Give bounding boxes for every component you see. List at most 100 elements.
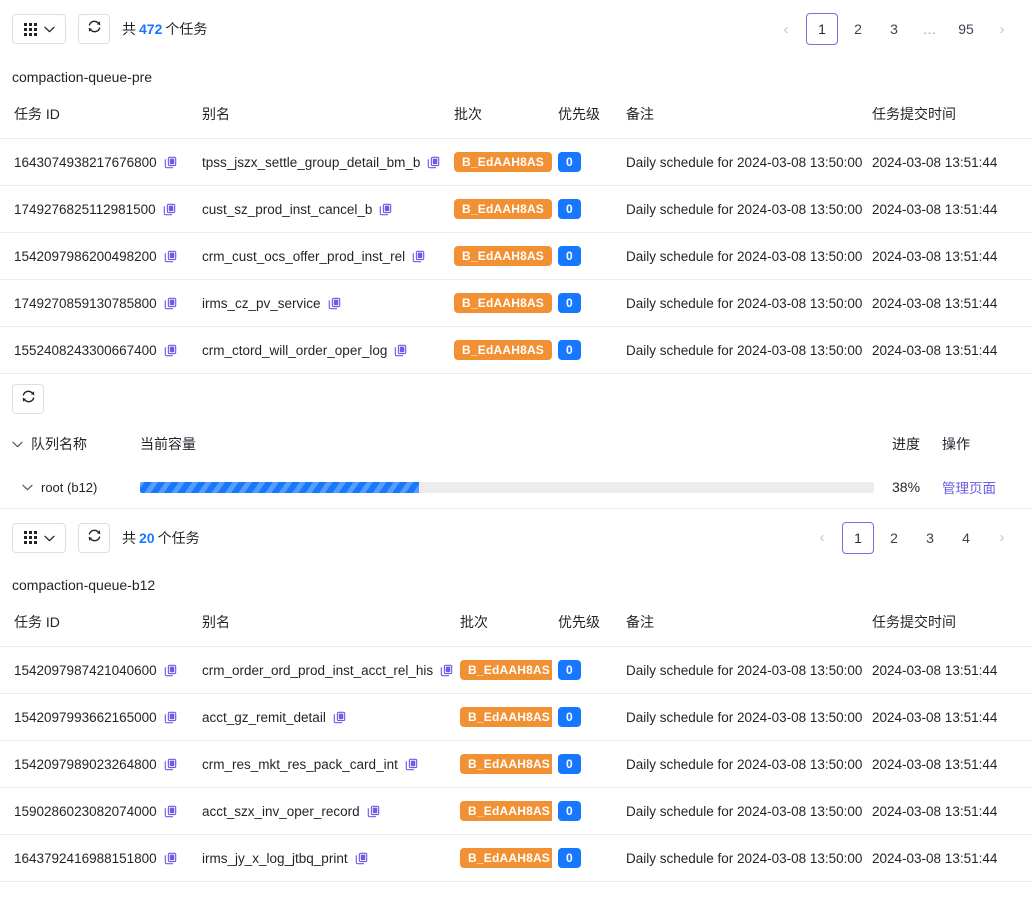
priority-badge: 0 [558,293,581,313]
cell-priority: 0 [552,138,620,186]
cell-priority: 0 [552,279,620,327]
alias-text: irms_jy_x_log_jtbq_print [202,850,348,866]
pagination-page-2-bottom[interactable]: 2 [890,529,898,546]
table-header-row-top: 任务 ID 别名 批次 优先级 备注 任务提交时间 [0,96,1032,139]
cell-alias: cust_sz_prod_inst_cancel_b [196,185,448,233]
queue-toolbar [0,374,1032,422]
refresh-icon [87,528,102,548]
copy-icon[interactable] [412,250,425,263]
column-batch: 批次 [448,96,552,139]
copy-icon[interactable] [164,156,177,169]
refresh-button-top[interactable] [78,14,110,44]
chevron-down-icon [43,529,55,547]
cell-alias: crm_cust_ocs_offer_prod_inst_rel [196,232,448,280]
copy-icon[interactable] [163,203,176,216]
pagination-page-1-bottom[interactable]: 1 [842,521,874,554]
queue-row-progress: 38% [892,479,921,495]
cell-submit-time: 2024-03-08 13:51:44 [866,185,1032,233]
alias-text: crm_order_ord_prod_inst_acct_rel_his [202,662,434,678]
grid-icon [23,22,37,36]
cell-priority: 0 [552,326,620,374]
task-id-text: 1749276825112981500 [14,201,156,217]
table-row: 1749276825112981500 cust_sz_prod_inst_can… [0,185,1032,233]
column-priority: 优先级 [552,96,620,139]
pagination-top: ‹ 1 2 3 … 95 › [768,13,1020,45]
pagination-next-bottom[interactable]: › [999,529,1005,546]
cell-submit-time: 2024-03-08 13:51:44 [866,740,1032,788]
queue-header-name-cell: 队列名称 [12,434,140,454]
task-id-text: 1542097986200498200 [14,248,157,264]
column-task-id: 任务 ID [0,604,196,647]
bottom-pagination: ‹ 1 2 3 4 › [804,521,1020,554]
queue-row-capacity-cell [140,481,892,493]
copy-icon[interactable] [164,758,177,771]
table-row: 1552408243300667400 crm_ctord_will_order_… [0,326,1032,374]
alias-text: crm_cust_ocs_offer_prod_inst_rel [202,248,406,264]
table-row: 1749270859130785800 irms_cz_pv_service B_E… [0,279,1032,327]
copy-icon[interactable] [164,297,177,310]
cell-alias: acct_szx_inv_oper_record [196,787,454,835]
cell-remark: Daily schedule for 2024-03-08 13:50:00 [620,185,866,233]
cell-batch: B_EdAAH8AS [448,326,552,374]
cell-alias: crm_res_mkt_res_pack_card_int [196,740,454,788]
chevron-down-icon[interactable] [22,484,33,491]
cell-task-id: 1749270859130785800 [0,279,196,327]
copy-icon[interactable] [440,664,453,677]
pagination-page-4-bottom[interactable]: 4 [962,529,970,546]
copy-icon[interactable] [164,250,177,263]
copy-icon[interactable] [164,664,177,677]
copy-icon[interactable] [164,852,177,865]
chevron-down-icon [43,20,55,38]
batch-badge: B_EdAAH8AS [454,340,552,360]
pagination-page-2-top[interactable]: 2 [854,21,862,37]
pagination-prev-bottom[interactable]: ‹ [819,529,825,546]
cell-remark: Daily schedule for 2024-03-08 13:50:00 [620,740,866,788]
chevron-down-icon[interactable] [12,441,23,448]
batch-badge: B_EdAAH8AS [460,754,552,774]
copy-icon[interactable] [328,297,341,310]
copy-icon[interactable] [333,711,346,724]
copy-icon[interactable] [164,344,177,357]
copy-icon[interactable] [355,852,368,865]
queue-column-progress: 进度 [892,436,920,452]
copy-icon[interactable] [405,758,418,771]
priority-badge: 0 [558,246,581,266]
total-task-count-top: 共 472 个任务 [122,19,207,39]
pagination-page-95-top[interactable]: 95 [958,21,974,37]
copy-icon[interactable] [394,344,407,357]
cell-priority: 0 [552,693,620,741]
copy-icon[interactable] [367,805,380,818]
pagination-next-top[interactable]: › [999,20,1005,38]
copy-icon[interactable] [164,805,177,818]
pagination-page-1-top[interactable]: 1 [806,13,838,45]
column-submit-time: 任务提交时间 [866,604,1032,647]
priority-badge: 0 [558,848,581,868]
pagination-prev-top[interactable]: ‹ [783,20,789,38]
cell-submit-time: 2024-03-08 13:51:44 [866,693,1032,741]
priority-badge: 0 [558,707,581,727]
column-batch: 批次 [454,604,552,647]
task-id-text: 1552408243300667400 [14,342,157,358]
column-priority: 优先级 [552,604,620,647]
cell-remark: Daily schedule for 2024-03-08 13:50:00 [620,138,866,186]
priority-badge: 0 [558,801,581,821]
refresh-icon [21,389,36,409]
grid-view-button[interactable] [12,14,66,44]
batch-badge: B_EdAAH8AS [454,246,552,266]
cell-task-id: 1542097987421040600 [0,646,196,694]
pagination-page-3-top[interactable]: 3 [890,21,898,37]
alias-text: acct_szx_inv_oper_record [202,803,360,819]
batch-badge: B_EdAAH8AS [460,848,552,868]
alias-text: crm_ctord_will_order_oper_log [202,342,388,358]
copy-icon[interactable] [164,711,177,724]
refresh-button-bottom[interactable] [78,522,110,553]
refresh-button-queue[interactable] [12,384,44,414]
task-id-text: 1542097989023264800 [14,756,157,772]
cell-batch: B_EdAAH8AS [454,787,552,835]
copy-icon[interactable] [427,156,440,169]
pagination-page-3-bottom[interactable]: 3 [926,529,934,546]
copy-icon[interactable] [379,203,392,216]
cell-task-id: 1643792416988151800 [0,834,196,882]
grid-view-button-bottom[interactable] [12,522,66,553]
manage-page-link[interactable]: 管理页面 [942,481,996,496]
